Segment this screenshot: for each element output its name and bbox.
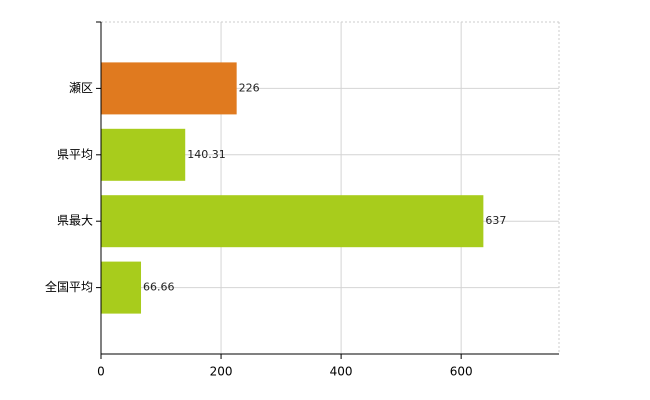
x-tick-label: 200 (210, 365, 233, 379)
bar (101, 195, 484, 248)
y-tick-label: 県最大 (57, 214, 93, 228)
x-tick-label: 400 (330, 365, 353, 379)
y-tick-label: 瀬区 (69, 81, 93, 95)
x-tick-label: 600 (450, 365, 473, 379)
bar (101, 62, 237, 115)
bar (101, 261, 142, 314)
value-label: 140.31 (187, 148, 226, 161)
bar (101, 128, 186, 181)
value-label: 226 (239, 81, 260, 94)
value-label: 66.66 (143, 281, 175, 294)
y-tick-label: 全国平均 (45, 279, 93, 294)
y-tick-label: 県平均 (57, 147, 93, 161)
x-tick-label: 0 (97, 365, 105, 379)
value-label: 637 (485, 214, 506, 227)
